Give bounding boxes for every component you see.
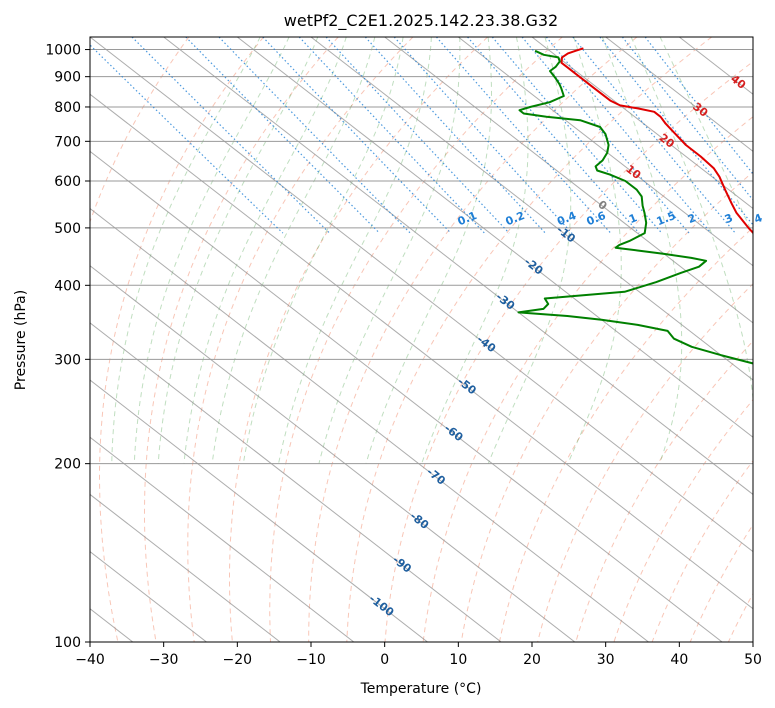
dry-adiabat	[651, 459, 753, 642]
mixing-ratio-label: 3	[723, 211, 735, 226]
isotherm-line	[310, 37, 753, 381]
dry-adiabat	[99, 37, 264, 642]
temperature-profile-line	[560, 47, 753, 235]
dry-adiabat	[767, 37, 775, 642]
dry-adiabat	[90, 37, 190, 224]
x-tick-label: −20	[223, 652, 253, 668]
moist-adiabat	[183, 37, 347, 464]
moist-adiabat	[211, 37, 376, 464]
x-tick-label: −10	[296, 652, 326, 668]
series-layer	[517, 47, 753, 365]
x-tick-label: −30	[149, 652, 179, 668]
x-tick-label: −40	[75, 652, 105, 668]
mixing-ratio-label: 2	[686, 211, 698, 226]
isotherm-line	[90, 493, 281, 642]
moist-adiabat	[133, 37, 290, 464]
plot-background	[90, 37, 753, 642]
y-tick-label: 400	[54, 278, 81, 294]
mixing-ratio-line	[644, 37, 753, 175]
y-tick-label: 800	[54, 100, 81, 116]
dewpoint-profile-line	[517, 49, 753, 365]
isotherm-line	[457, 37, 753, 267]
y-tick-label: 700	[54, 134, 81, 150]
isotherm-line	[236, 37, 753, 438]
moist-adiabat	[421, 37, 529, 464]
y-tick-label: 200	[54, 457, 81, 473]
mixing-ratio-line	[545, 37, 712, 234]
chart-title: wetPf2_C2E1.2025.142.23.38.G32	[284, 11, 558, 31]
mixing-ratio-line	[491, 37, 663, 234]
mixing-ratio-line	[325, 37, 510, 234]
dry-adiabat	[229, 37, 488, 642]
isotherm-line	[90, 265, 576, 642]
y-axis-title: Pressure (hPa)	[13, 290, 29, 390]
x-tick-label: 40	[670, 652, 688, 668]
y-tick-label: 600	[54, 174, 81, 190]
isotherm-line	[163, 37, 753, 496]
mixing-ratio-label: 4	[752, 211, 764, 226]
mixing-ratio-line	[393, 37, 573, 234]
isotherm-line	[0, 37, 59, 642]
y-tick-label: 900	[54, 70, 81, 86]
dry-adiabat	[346, 37, 713, 642]
moist-adiabat	[630, 37, 753, 464]
mixing-ratio-line	[185, 37, 380, 234]
dry-adiabat	[460, 171, 753, 642]
mixing-ratio-line	[218, 37, 411, 234]
plot-frame	[89, 36, 754, 643]
mixing-ratio-line	[364, 37, 546, 234]
mixing-ratio-line	[262, 37, 452, 234]
mixing-ratio-line	[298, 37, 485, 234]
isotherm-line	[605, 37, 753, 152]
isotherm-line	[384, 37, 753, 324]
y-tick-label: 1000	[45, 43, 81, 59]
mixing-ratio-line	[131, 37, 331, 234]
moist-adiabat	[659, 37, 753, 236]
mixing-ratio-line	[90, 44, 284, 234]
x-tick-label: 50	[744, 652, 762, 668]
mixing-ratio-line	[467, 37, 640, 234]
mixing-ratio-line	[521, 37, 690, 234]
dry-adiabat	[187, 37, 414, 642]
isotherm-line	[90, 93, 753, 610]
grid-layer	[0, 37, 775, 642]
dry-adiabat	[269, 37, 563, 642]
moist-adiabat	[487, 37, 572, 464]
y-tick-label: 500	[54, 221, 81, 237]
moist-adiabat	[278, 37, 432, 464]
y-tick-label: 300	[54, 352, 81, 368]
moist-adiabat	[111, 37, 261, 464]
moist-adiabat	[567, 37, 622, 464]
dry-adiabat	[422, 116, 753, 642]
isotherm-line	[90, 436, 355, 642]
mixing-ratio-label: 1	[627, 211, 639, 226]
isotherm-line	[531, 37, 753, 210]
x-tick-label: 30	[597, 652, 615, 668]
dry-adiabat	[308, 37, 638, 642]
dry-adiabat	[537, 283, 753, 642]
moist-adiabat	[601, 37, 683, 464]
dry-adiabat	[144, 37, 339, 642]
isotherm-line	[90, 37, 753, 553]
x-tick-label: 20	[523, 652, 541, 668]
isotherm-line	[90, 150, 723, 642]
isotherm-line	[752, 37, 753, 38]
x-axis-title: Temperature (°C)	[360, 681, 482, 697]
moist-adiabat	[318, 37, 461, 464]
isotherm-line	[90, 207, 649, 642]
x-axis-ticks: −40 −30 −20 −10 0 10 20 30 40 50	[75, 642, 762, 668]
dry-adiabat	[384, 61, 753, 642]
x-tick-label: 0	[380, 652, 389, 668]
dry-adiabat	[613, 398, 753, 642]
isotherm-line	[90, 379, 428, 642]
moist-adiabat	[365, 37, 492, 464]
y-tick-label: 100	[54, 635, 81, 651]
moist-adiabat	[242, 37, 404, 464]
x-tick-label: 10	[449, 652, 467, 668]
moist-adiabat	[157, 37, 319, 464]
isotherm-line	[90, 322, 502, 642]
y-axis-ticks: 100 200 300 400 500 600 700 800 900 1000	[45, 43, 90, 651]
